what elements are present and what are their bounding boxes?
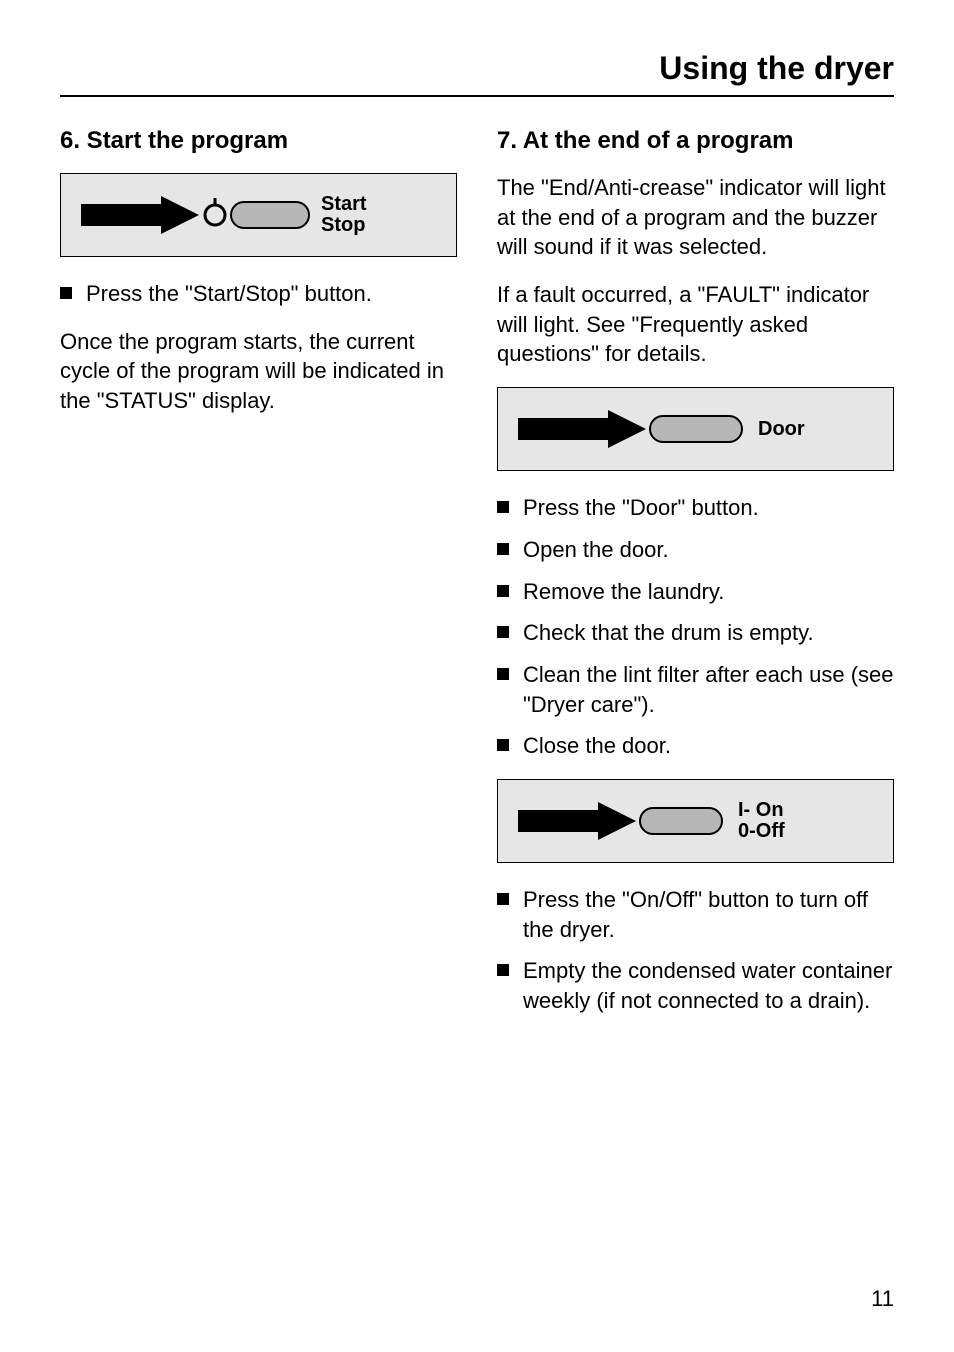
section-7-heading: 7. At the end of a program [497,127,894,155]
list-item: Press the "Start/Stop" button. [60,279,457,309]
start-stop-label: Start Stop [321,194,367,236]
door-label: Door [758,419,805,440]
onoff-label: I- On 0-Off [738,800,785,842]
right-para-1: The "End/Anti-crease" indicator will lig… [497,173,894,262]
start-label: Start [321,194,367,215]
onoff-diagram: I- On 0-Off [497,779,894,863]
list-item: Check that the drum is empty. [497,618,894,648]
start-stop-diagram: Start Stop [60,173,457,257]
page-title: Using the dryer [60,50,894,97]
left-bullets-1: Press the "Start/Stop" button. [60,279,457,309]
door-diagram: Door [497,387,894,471]
list-item: Remove the laundry. [497,577,894,607]
page-number: 11 [871,1286,894,1312]
list-item: Close the door. [497,731,894,761]
left-column: 6. Start the program Start Stop Press th… [60,127,457,1034]
on-label: I- On [738,800,785,821]
list-item: Empty the condensed water container week… [497,956,894,1015]
start-stop-svg [81,192,311,238]
off-label: 0-Off [738,821,785,842]
content-columns: 6. Start the program Start Stop Press th… [60,127,894,1034]
right-bullets-1: Press the "Door" button. Open the door. … [497,493,894,761]
door-svg [518,406,748,452]
list-item: Clean the lint filter after each use (se… [497,660,894,719]
section-6-heading: 6. Start the program [60,127,457,155]
right-column: 7. At the end of a program The "End/Anti… [497,127,894,1034]
list-item: Press the "Door" button. [497,493,894,523]
list-item: Press the "On/Off" button to turn off th… [497,885,894,944]
onoff-svg [518,798,728,844]
right-bullets-2: Press the "On/Off" button to turn off th… [497,885,894,1016]
stop-label: Stop [321,215,367,236]
left-para-1: Once the program starts, the current cyc… [60,327,457,416]
right-para-2: If a fault occurred, a "FAULT" indicator… [497,280,894,369]
list-item: Open the door. [497,535,894,565]
